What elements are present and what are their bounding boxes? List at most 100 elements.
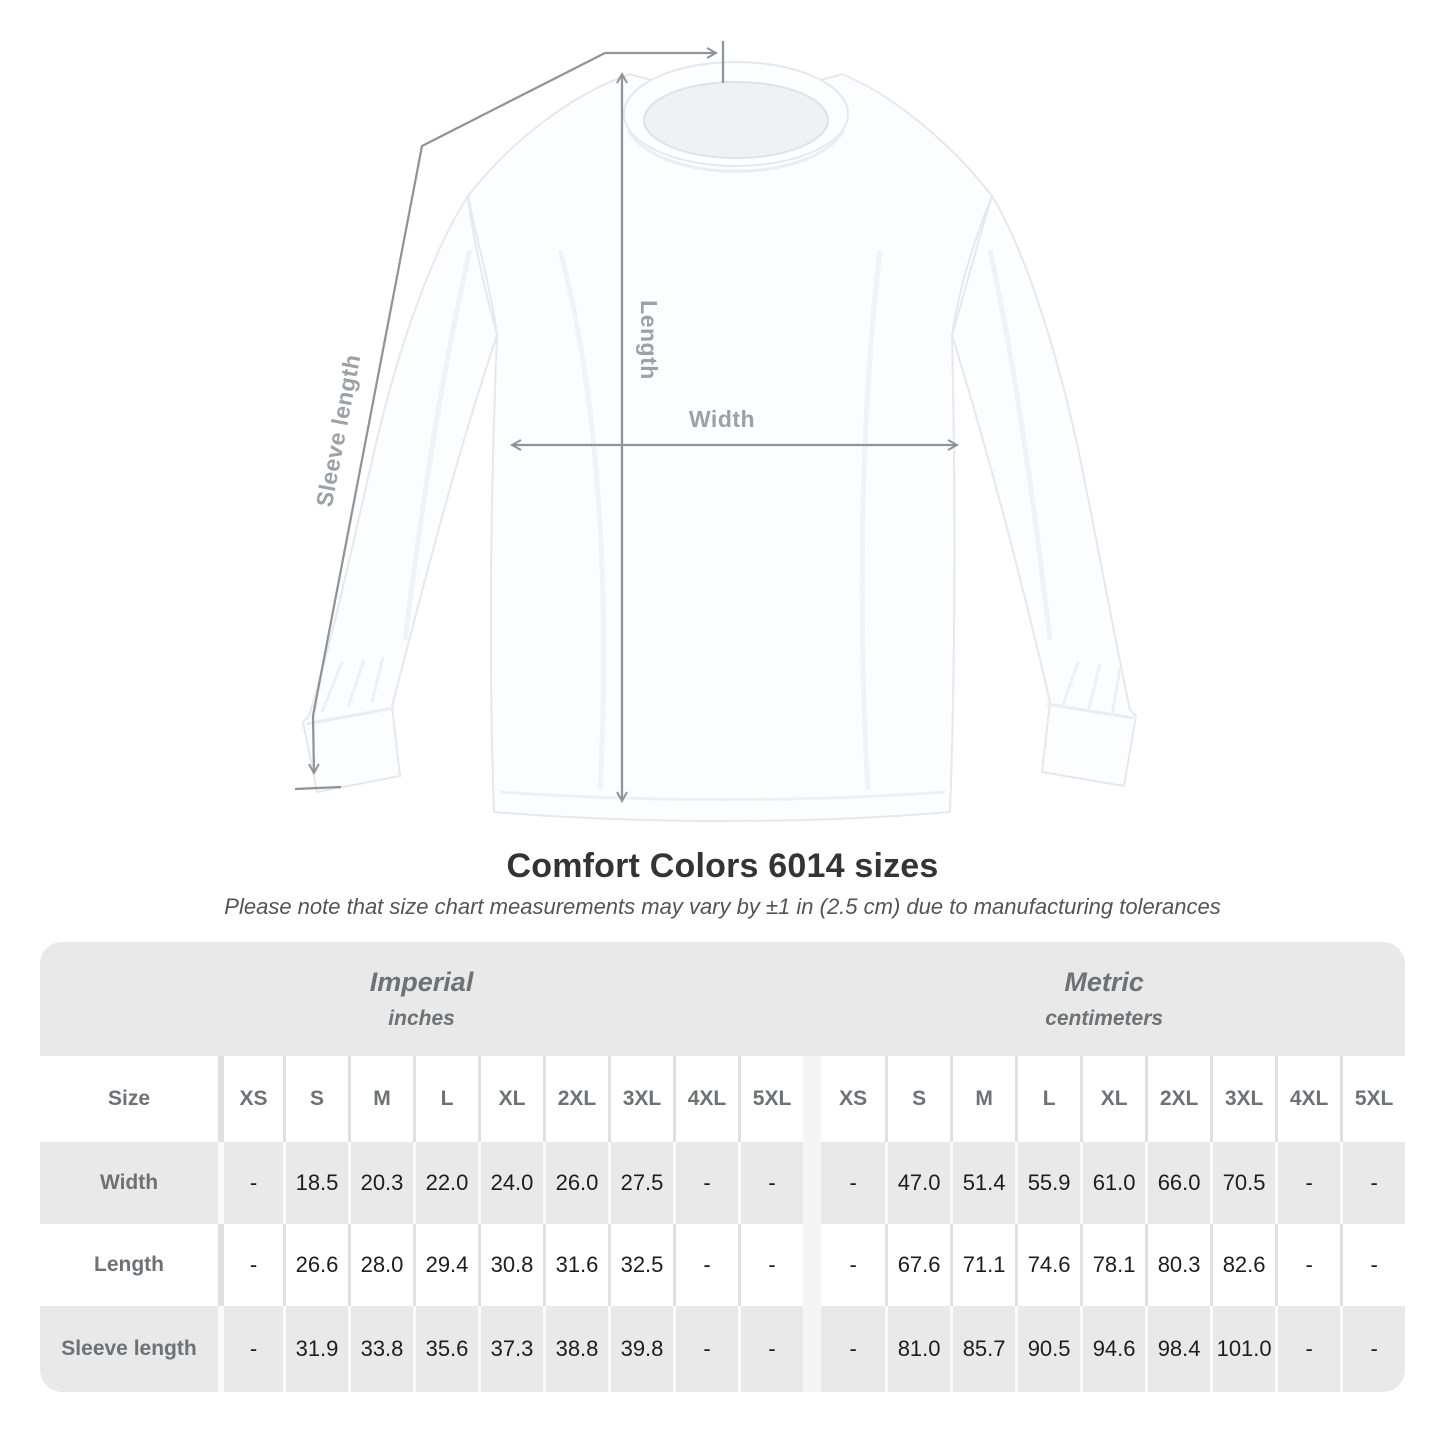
cell: 74.6 [1015, 1224, 1081, 1306]
cell: 20.3 [348, 1142, 413, 1224]
cell: 47.0 [885, 1142, 951, 1224]
shirt-measurement-diagram: Sleeve length Length Width [294, 41, 1138, 822]
row-label-sleeve-length: Sleeve length [40, 1306, 218, 1392]
group-imperial-label: Imperial [369, 967, 474, 997]
cell: - [738, 1142, 804, 1224]
sleeve-length-tick [294, 785, 342, 791]
size-chart-table: Imperial inches Metric centimeters Size … [40, 942, 1405, 1392]
cell: - [1275, 1224, 1341, 1306]
cell: - [738, 1306, 804, 1392]
cell: 30.8 [478, 1224, 543, 1306]
shirt-right-sleeve [950, 193, 1138, 788]
cell: - [1340, 1306, 1405, 1392]
col-metric-xs: XS [803, 1056, 886, 1142]
cell: 32.5 [608, 1224, 673, 1306]
table-row-width: Width - 18.5 20.3 22.0 24.0 26.0 27.5 - … [40, 1142, 1405, 1224]
cell: 71.1 [950, 1224, 1016, 1306]
right-sleeve-fold [987, 249, 1053, 641]
cell: - [1340, 1224, 1405, 1306]
col-metric-5xl: 5XL [1340, 1056, 1405, 1142]
shirt-body [466, 72, 994, 822]
body-fold-right [859, 249, 883, 791]
cell: - [738, 1224, 804, 1306]
cell: 61.0 [1080, 1142, 1146, 1224]
cell: - [1275, 1142, 1341, 1224]
col-imperial-s: S [283, 1056, 348, 1142]
col-imperial-5xl: 5XL [738, 1056, 804, 1142]
size-chart: Imperial inches Metric centimeters Size … [40, 942, 1405, 1392]
body-fold-left [557, 249, 607, 791]
group-imperial: Imperial inches [40, 942, 804, 1056]
cell: - [1340, 1142, 1405, 1224]
group-metric-label: Metric [1064, 967, 1144, 997]
col-metric-4xl: 4XL [1275, 1056, 1341, 1142]
row-label-width: Width [40, 1142, 218, 1224]
col-imperial-l: L [413, 1056, 478, 1142]
cell: 26.6 [283, 1224, 348, 1306]
cell: 28.0 [348, 1224, 413, 1306]
cell: - [218, 1224, 283, 1306]
col-imperial-m: M [348, 1056, 413, 1142]
cell: 55.9 [1015, 1142, 1081, 1224]
cell: 78.1 [1080, 1224, 1146, 1306]
cell: - [673, 1306, 738, 1392]
cell: - [673, 1142, 738, 1224]
col-metric-3xl: 3XL [1210, 1056, 1276, 1142]
cell: - [803, 1224, 886, 1306]
left-sleeve-fold [402, 249, 473, 641]
cell: - [218, 1306, 283, 1392]
cell: 18.5 [283, 1142, 348, 1224]
cell: - [1275, 1306, 1341, 1392]
collar-under-seam [626, 129, 846, 173]
cell: - [673, 1224, 738, 1306]
cell: 85.7 [950, 1306, 1016, 1392]
cell: 29.4 [413, 1224, 478, 1306]
left-cuff-gathers [320, 656, 385, 713]
cell: 98.4 [1145, 1306, 1211, 1392]
measurement-arrows [294, 41, 960, 804]
cell: 24.0 [478, 1142, 543, 1224]
cell: 82.6 [1210, 1224, 1276, 1306]
page-title: Comfort Colors 6014 sizes [506, 847, 939, 885]
cell: 27.5 [608, 1142, 673, 1224]
table-row-length: Length - 26.6 28.0 29.4 30.8 31.6 32.5 -… [40, 1224, 1405, 1306]
col-metric-2xl: 2XL [1145, 1056, 1211, 1142]
col-metric-s: S [885, 1056, 951, 1142]
sleeve-length-arrow [307, 51, 606, 776]
col-metric-l: L [1015, 1056, 1081, 1142]
row-label-length: Length [40, 1224, 218, 1306]
cell: 26.0 [543, 1142, 608, 1224]
collar-opening [643, 81, 829, 159]
col-imperial-3xl: 3XL [608, 1056, 673, 1142]
cell: 70.5 [1210, 1142, 1276, 1224]
col-imperial-xl: XL [478, 1056, 543, 1142]
hem-seam [499, 790, 946, 801]
col-imperial-2xl: 2XL [543, 1056, 608, 1142]
cell: 38.8 [543, 1306, 608, 1392]
cell: 31.6 [543, 1224, 608, 1306]
cell: - [803, 1142, 886, 1224]
size-header-row: Size XS S M L XL 2XL 3XL 4XL 5XL XS S M … [40, 1056, 1405, 1142]
size-header: Size [40, 1056, 218, 1142]
unit-group-row: Imperial inches Metric centimeters [40, 942, 1405, 1056]
caption-block: Comfort Colors 6014 sizes Please note th… [0, 847, 1445, 920]
cell: 37.3 [478, 1306, 543, 1392]
cell: - [803, 1306, 886, 1392]
page-subtitle: Please note that size chart measurements… [224, 894, 1221, 919]
length-label: Length [636, 300, 662, 380]
col-metric-m: M [950, 1056, 1016, 1142]
cell: 22.0 [413, 1142, 478, 1224]
cell: 81.0 [885, 1306, 951, 1392]
width-label: Width [689, 406, 755, 432]
cell: 35.6 [413, 1306, 478, 1392]
cell: 80.3 [1145, 1224, 1211, 1306]
col-imperial-xs: XS [218, 1056, 283, 1142]
cell: - [218, 1142, 283, 1224]
group-metric-unit: centimeters [1045, 1007, 1164, 1030]
cell: 39.8 [608, 1306, 673, 1392]
cell: 101.0 [1210, 1306, 1276, 1392]
right-cuff-gathers [1060, 661, 1122, 717]
cell: 66.0 [1145, 1142, 1211, 1224]
group-metric: Metric centimeters [803, 942, 1405, 1056]
cell: 94.6 [1080, 1306, 1146, 1392]
